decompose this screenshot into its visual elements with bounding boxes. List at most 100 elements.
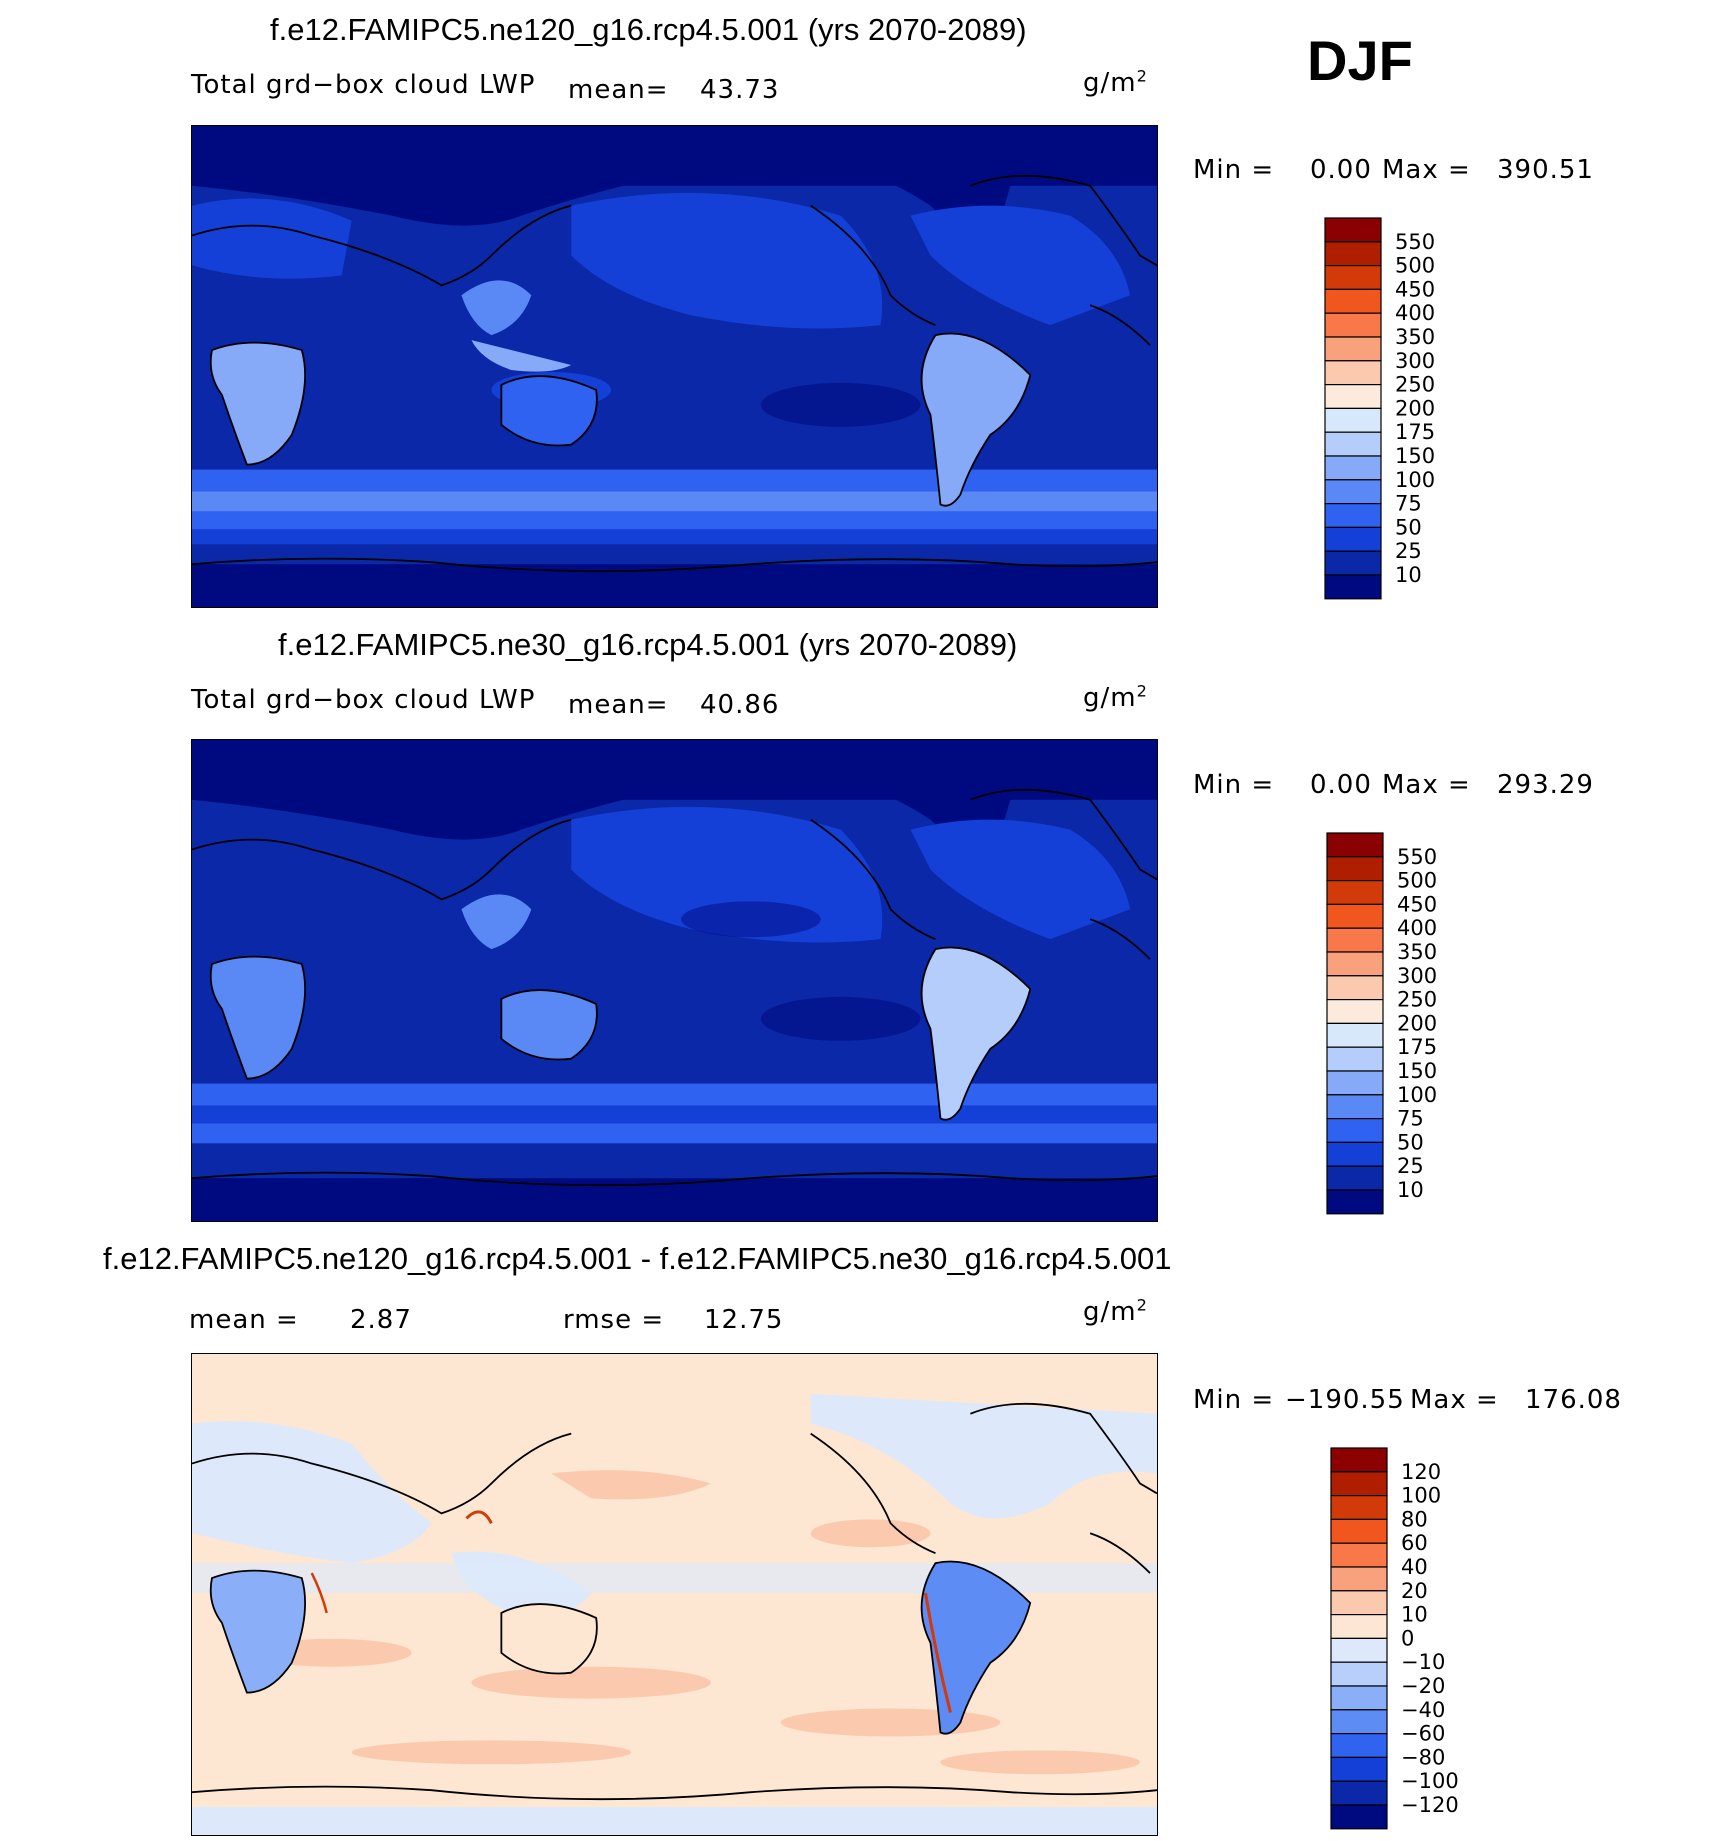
- panel-3-mean-value: 2.87: [350, 1305, 412, 1335]
- panel-2-colorbar-swatch: [1326, 951, 1384, 977]
- panel-1-colorbar-swatch: [1324, 336, 1382, 362]
- panel-2-colorbar-swatch: [1326, 999, 1384, 1025]
- panel-2-colorbar-label: 450: [1397, 892, 1437, 916]
- panel-1-colorbar-label: 300: [1395, 349, 1435, 373]
- panel-2-max-value: 293.29: [1497, 770, 1594, 800]
- panel-1-colorbar-label: 250: [1395, 373, 1435, 397]
- panel-1-colorbar-label: 500: [1395, 254, 1435, 278]
- panel-1-colorbar-label: 400: [1395, 301, 1435, 325]
- panel-1-colorbar-swatch: [1324, 312, 1382, 338]
- panel-1-title: f.e12.FAMIPC5.ne120_g16.rcp4.5.001 (yrs …: [270, 12, 1027, 47]
- panel-2-colorbar-swatch: [1326, 1070, 1384, 1096]
- panel-1-colorbar-swatch: [1324, 526, 1382, 552]
- panel-2-mean-value: 40.86: [700, 690, 780, 720]
- panel-1-mean-value: 43.73: [700, 75, 780, 105]
- panel-2-variable: Total grd−box cloud LWP: [191, 685, 536, 715]
- panel-1-colorbar-label: 550: [1395, 230, 1435, 254]
- panel-3-rmse-label: rmse =: [563, 1305, 665, 1335]
- panel-3-colorbar-label: −10: [1401, 1650, 1445, 1674]
- panel-2-title: f.e12.FAMIPC5.ne30_g16.rcp4.5.001 (yrs 2…: [278, 627, 1018, 662]
- panel-3-colorbar: 120 100 80 60 40 20 10 0 −10 −20 −40 −60 −80 −100 −120: [1329, 1446, 1529, 1830]
- panel-3-colorbar-label: −20: [1401, 1674, 1445, 1698]
- panel-1-colorbar-swatch: [1324, 431, 1382, 457]
- panel-1-max-value: 390.51: [1497, 155, 1594, 185]
- panel-1-colorbar-swatch: [1324, 407, 1382, 433]
- panel-3-rmse-value: 12.75: [704, 1305, 784, 1335]
- panel-3-colorbar-swatch: [1330, 1447, 1388, 1473]
- panel-1-colorbar-swatch: [1324, 384, 1382, 410]
- panel-3-colorbar-label: 20: [1401, 1579, 1428, 1603]
- panel-3-colorbar-swatch: [1330, 1590, 1388, 1616]
- panel-2-max-label: Max =: [1382, 770, 1471, 800]
- panel-3-colorbar-label: −80: [1401, 1745, 1445, 1769]
- panel-3-colorbar-swatch: [1330, 1566, 1388, 1592]
- panel-1-colorbar-swatch: [1324, 479, 1382, 505]
- panel-3-colorbar-swatch: [1330, 1614, 1388, 1640]
- panel-1-mean-label: mean=: [568, 75, 669, 105]
- panel-1-variable: Total grd−box cloud LWP: [191, 70, 536, 100]
- panel-3-colorbar-swatch: [1330, 1471, 1388, 1497]
- panel-1-colorbar-label: 175: [1395, 420, 1435, 444]
- panel-3-mean-label: mean =: [189, 1305, 299, 1335]
- panel-2-colorbar-label: 150: [1397, 1059, 1437, 1083]
- panel-2-colorbar-label: 75: [1397, 1107, 1424, 1131]
- panel-3-min-label: Min =: [1193, 1385, 1275, 1415]
- panel-3-colorbar-label: 10: [1401, 1603, 1428, 1627]
- panel-3-colorbar-swatch: [1330, 1804, 1388, 1830]
- panel-1-map: [191, 125, 1158, 608]
- panel-3-colorbar-label: 40: [1401, 1555, 1428, 1579]
- panel-3-colorbar-swatch: [1330, 1756, 1388, 1782]
- panel-2-colorbar-swatch: [1326, 832, 1384, 858]
- panel-1-colorbar-label: 75: [1395, 492, 1422, 516]
- panel-1-colorbar-swatch: [1324, 550, 1382, 576]
- panel-2-colorbar-label: 50: [1397, 1130, 1424, 1154]
- panel-3-colorbar-label: −120: [1401, 1793, 1459, 1817]
- panel-2-colorbar-swatch: [1326, 1165, 1384, 1191]
- panel-2-colorbar-label: 10: [1397, 1178, 1424, 1202]
- panel-3-colorbar-label: 100: [1401, 1484, 1441, 1508]
- panel-2-colorbar-swatch: [1326, 927, 1384, 953]
- panel-2-colorbar-swatch: [1326, 1141, 1384, 1167]
- panel-3-map: [191, 1353, 1158, 1836]
- panel-2-colorbar-swatch: [1326, 1046, 1384, 1072]
- panel-3-colorbar-label: −100: [1401, 1769, 1459, 1793]
- panel-2-colorbar-label: 300: [1397, 964, 1437, 988]
- panel-1-colorbar-swatch: [1324, 360, 1382, 386]
- panel-2-colorbar-swatch: [1326, 856, 1384, 882]
- panel-1-colorbar-label: 150: [1395, 444, 1435, 468]
- panel-2-mean-label: mean=: [568, 690, 669, 720]
- panel-1-colorbar-swatch: [1324, 288, 1382, 314]
- panel-2-colorbar-label: 200: [1397, 1011, 1437, 1035]
- panel-2-min-value: 0.00: [1310, 770, 1372, 800]
- panel-2-colorbar-label: 175: [1397, 1035, 1437, 1059]
- panel-2-colorbar-label: 550: [1397, 845, 1437, 869]
- panel-1-min-label: Min =: [1193, 155, 1275, 185]
- panel-2-colorbar-swatch: [1326, 879, 1384, 905]
- panel-2-colorbar-swatch: [1326, 903, 1384, 929]
- panel-2-map: [191, 739, 1158, 1222]
- panel-2-colorbar: 550 500 450 400 350 300 250 200 175 150 100 75 50 25 1…: [1325, 831, 1525, 1215]
- panel-2-colorbar-label: 400: [1397, 916, 1437, 940]
- panel-3-colorbar-label: 120: [1401, 1460, 1441, 1484]
- panel-3-units: g/m2: [1083, 1295, 1148, 1327]
- panel-3-colorbar-swatch: [1330, 1709, 1388, 1735]
- panel-1-colorbar-label: 100: [1395, 468, 1435, 492]
- panel-2-min-label: Min =: [1193, 770, 1275, 800]
- panel-3-min-value: −190.55: [1285, 1385, 1405, 1415]
- panel-3-colorbar-swatch: [1330, 1518, 1388, 1544]
- panel-3-colorbar-swatch: [1330, 1685, 1388, 1711]
- panel-1-colorbar: 550 500 450 400 350 300 250 200 175 150 100 75 50 25 1…: [1323, 216, 1523, 600]
- panel-2-units: g/m2: [1083, 681, 1148, 713]
- panel-3-colorbar-swatch: [1330, 1542, 1388, 1568]
- panel-3-colorbar-swatch: [1330, 1637, 1388, 1663]
- panel-1-colorbar-label: 450: [1395, 277, 1435, 301]
- panel-1-colorbar-swatch: [1324, 217, 1382, 243]
- panel-1-colorbar-swatch: [1324, 574, 1382, 600]
- panel-2-colorbar-swatch: [1326, 1189, 1384, 1215]
- panel-2-colorbar-swatch: [1326, 1022, 1384, 1048]
- panel-1-colorbar-label: 25: [1395, 539, 1422, 563]
- panel-3-colorbar-swatch: [1330, 1661, 1388, 1687]
- panel-2-colorbar-label: 250: [1397, 988, 1437, 1012]
- panel-1-colorbar-swatch: [1324, 455, 1382, 481]
- season-label: DJF: [1307, 29, 1413, 92]
